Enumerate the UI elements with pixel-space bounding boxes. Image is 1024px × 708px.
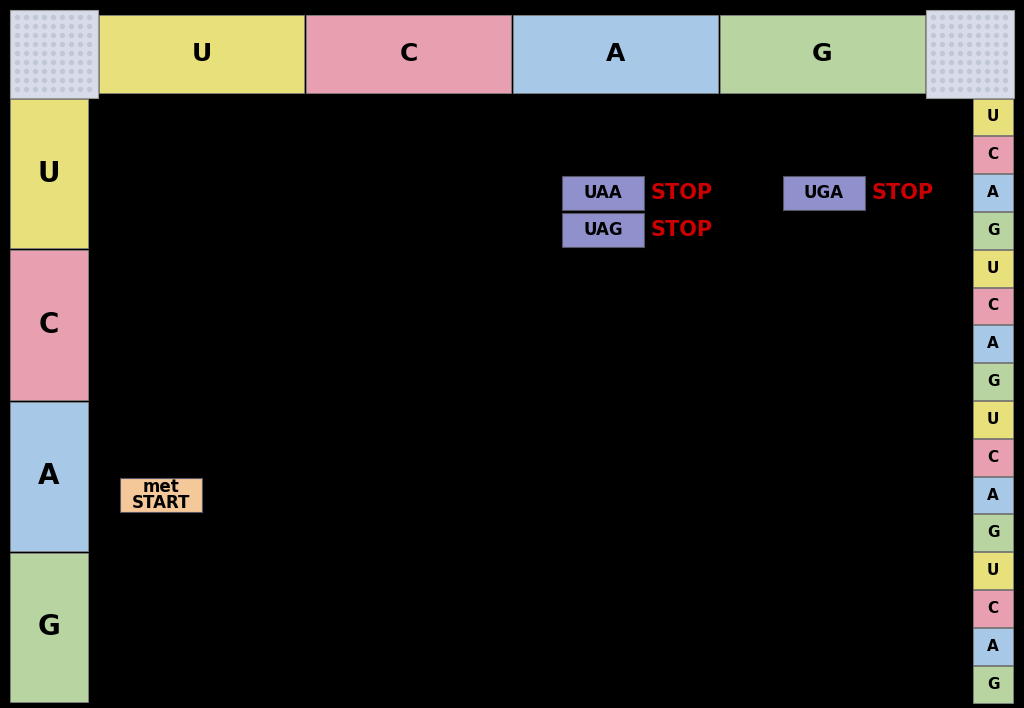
Text: A: A bbox=[606, 42, 626, 66]
FancyBboxPatch shape bbox=[973, 628, 1013, 665]
Text: C: C bbox=[399, 42, 418, 66]
Text: C: C bbox=[987, 147, 998, 162]
FancyBboxPatch shape bbox=[10, 401, 88, 551]
FancyBboxPatch shape bbox=[10, 553, 88, 702]
FancyBboxPatch shape bbox=[562, 176, 644, 210]
FancyBboxPatch shape bbox=[306, 15, 511, 93]
FancyBboxPatch shape bbox=[562, 213, 644, 247]
FancyBboxPatch shape bbox=[973, 287, 1013, 324]
FancyBboxPatch shape bbox=[10, 99, 88, 249]
Text: START: START bbox=[132, 494, 190, 512]
FancyBboxPatch shape bbox=[973, 137, 1013, 173]
FancyBboxPatch shape bbox=[10, 250, 88, 399]
Text: C: C bbox=[987, 299, 998, 314]
Text: G: G bbox=[987, 374, 999, 389]
FancyBboxPatch shape bbox=[99, 15, 304, 93]
Text: A: A bbox=[987, 185, 998, 200]
Text: C: C bbox=[39, 311, 59, 339]
Text: A: A bbox=[987, 336, 998, 351]
Text: STOP: STOP bbox=[651, 220, 713, 240]
Text: U: U bbox=[38, 159, 60, 188]
FancyBboxPatch shape bbox=[720, 15, 925, 93]
FancyBboxPatch shape bbox=[973, 666, 1013, 702]
Text: A: A bbox=[987, 488, 998, 503]
FancyBboxPatch shape bbox=[973, 590, 1013, 627]
FancyBboxPatch shape bbox=[973, 174, 1013, 211]
Text: UAA: UAA bbox=[584, 183, 623, 202]
Text: A: A bbox=[38, 462, 59, 490]
FancyBboxPatch shape bbox=[973, 326, 1013, 362]
FancyBboxPatch shape bbox=[926, 10, 1014, 98]
Text: UGA: UGA bbox=[804, 183, 844, 202]
FancyBboxPatch shape bbox=[973, 98, 1013, 135]
Text: C: C bbox=[987, 450, 998, 464]
FancyBboxPatch shape bbox=[10, 10, 98, 98]
Text: U: U bbox=[987, 110, 999, 125]
FancyBboxPatch shape bbox=[783, 176, 865, 210]
Text: G: G bbox=[812, 42, 833, 66]
Text: met: met bbox=[142, 478, 179, 496]
Text: C: C bbox=[987, 601, 998, 616]
Text: U: U bbox=[191, 42, 212, 66]
FancyBboxPatch shape bbox=[513, 15, 718, 93]
Text: G: G bbox=[38, 613, 60, 641]
Text: G: G bbox=[987, 677, 999, 692]
Text: U: U bbox=[987, 412, 999, 427]
Text: U: U bbox=[987, 261, 999, 275]
FancyBboxPatch shape bbox=[973, 250, 1013, 287]
FancyBboxPatch shape bbox=[973, 401, 1013, 438]
Text: UAG: UAG bbox=[583, 222, 623, 239]
FancyBboxPatch shape bbox=[973, 515, 1013, 552]
FancyBboxPatch shape bbox=[973, 439, 1013, 476]
Text: STOP: STOP bbox=[651, 183, 713, 202]
FancyBboxPatch shape bbox=[120, 478, 202, 512]
FancyBboxPatch shape bbox=[973, 363, 1013, 400]
Text: A: A bbox=[987, 639, 998, 653]
Text: U: U bbox=[987, 563, 999, 578]
Text: STOP: STOP bbox=[871, 183, 934, 202]
FancyBboxPatch shape bbox=[973, 552, 1013, 589]
Text: G: G bbox=[987, 525, 999, 540]
Text: G: G bbox=[987, 223, 999, 238]
FancyBboxPatch shape bbox=[973, 212, 1013, 249]
FancyBboxPatch shape bbox=[973, 476, 1013, 513]
